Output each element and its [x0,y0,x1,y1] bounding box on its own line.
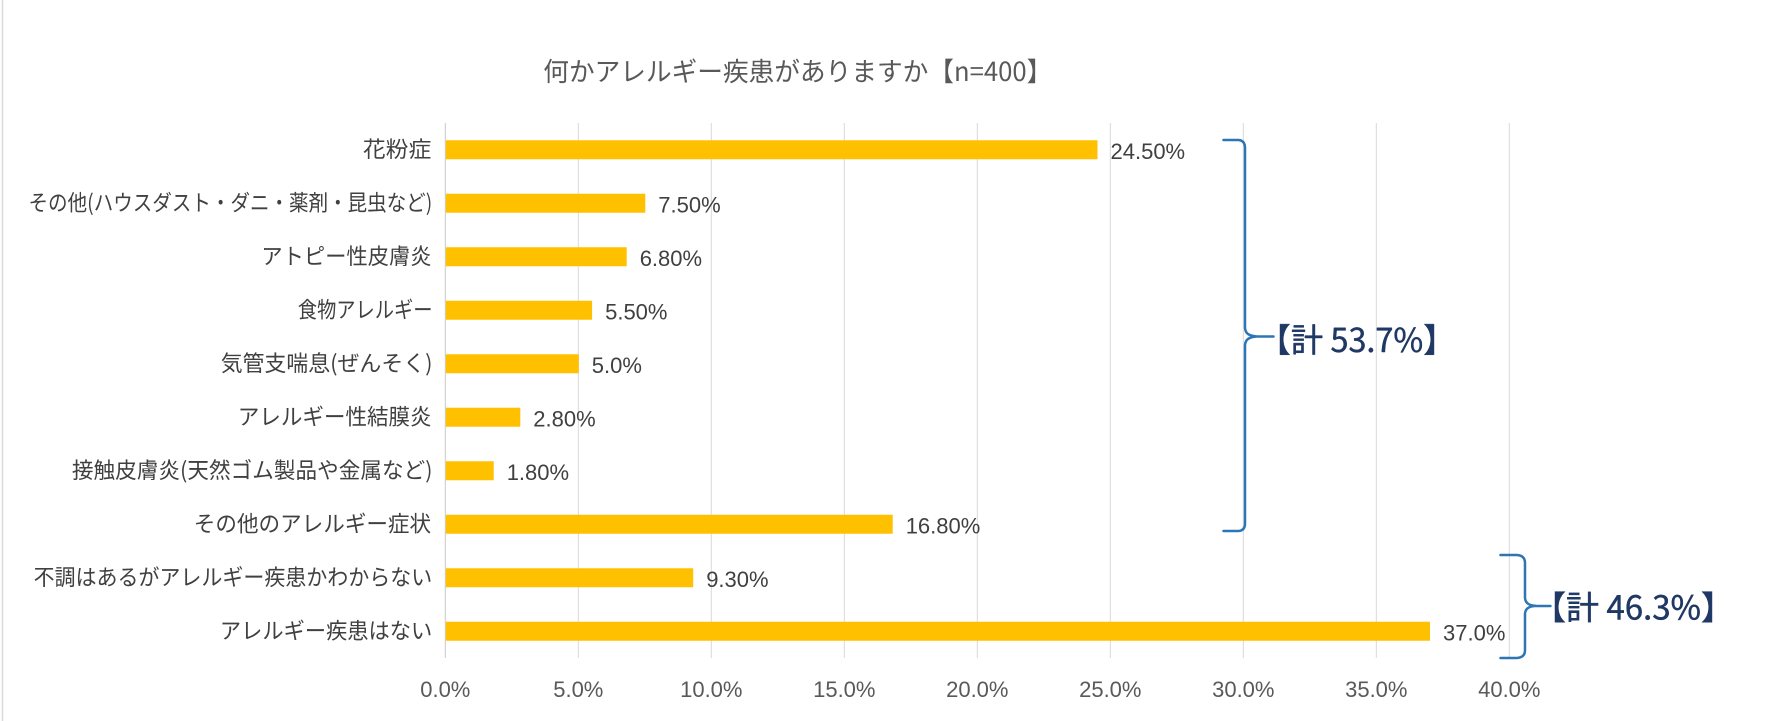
svg-text:16.80%: 16.80% [906,513,981,538]
svg-text:20.0%: 20.0% [946,677,1008,702]
svg-text:30.0%: 30.0% [1212,677,1274,702]
svg-text:5.0%: 5.0% [553,677,603,702]
svg-text:10.0%: 10.0% [680,677,742,702]
svg-text:6.80%: 6.80% [640,246,702,271]
svg-text:5.0%: 5.0% [592,353,642,378]
svg-text:9.30%: 9.30% [706,567,768,592]
svg-text:1.80%: 1.80% [507,460,569,485]
svg-text:35.0%: 35.0% [1345,677,1407,702]
svg-text:0.0%: 0.0% [420,677,470,702]
svg-text:5.50%: 5.50% [605,299,667,324]
svg-text:2.80%: 2.80% [533,406,595,431]
svg-text:7.50%: 7.50% [658,192,720,217]
svg-text:24.50%: 24.50% [1111,139,1186,164]
svg-text:25.0%: 25.0% [1079,677,1141,702]
svg-text:15.0%: 15.0% [813,677,875,702]
svg-text:37.0%: 37.0% [1443,620,1505,645]
svg-text:40.0%: 40.0% [1478,677,1540,702]
